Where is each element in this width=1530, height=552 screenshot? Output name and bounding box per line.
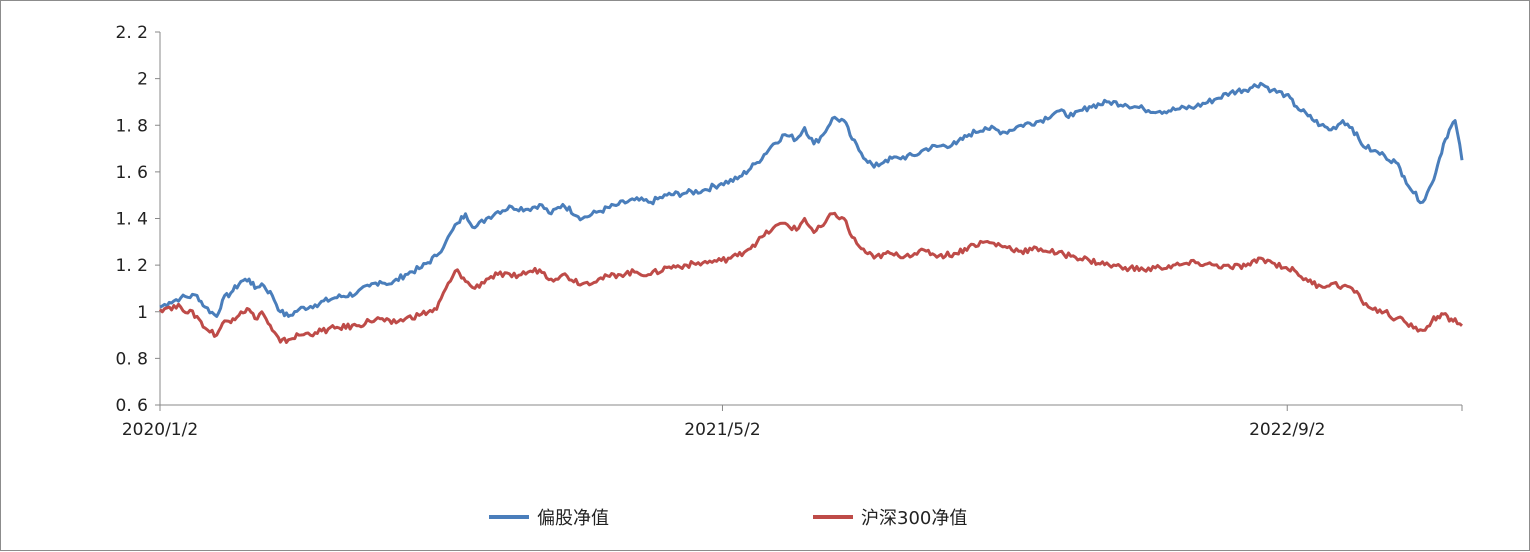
series-line-0 xyxy=(159,81,1464,318)
y-tick-label: 1. 2 xyxy=(116,256,148,276)
legend-label-series-0: 偏股净值 xyxy=(537,508,609,529)
y-tick-label: 2 xyxy=(137,70,148,90)
x-tick-label: 2021/5/2 xyxy=(684,420,760,440)
y-tick-label: 1. 8 xyxy=(116,116,148,136)
y-tick-label: 1 xyxy=(137,303,148,323)
series-line-1 xyxy=(158,211,1463,344)
y-tick-label: 2. 2 xyxy=(116,23,148,43)
x-tick-label: 2022/9/2 xyxy=(1249,420,1325,440)
series-layer xyxy=(158,81,1464,344)
axes: 0. 6 0. 8 1 1. 2 1. 4 1. 6 1. 8 2 2. 2 2020/1/2 20… xyxy=(116,23,1463,440)
y-tick-label: 0. 6 xyxy=(116,396,148,416)
y-tick-label: 1. 6 xyxy=(116,163,148,183)
legend-label-series-1: 沪深300净值 xyxy=(861,508,967,529)
x-tick-label: 2020/1/2 xyxy=(122,420,198,440)
y-tick-label: 1. 4 xyxy=(116,210,148,230)
y-tick-label: 0. 8 xyxy=(116,349,148,369)
legend: 偏股净值 沪深300净值 xyxy=(489,508,967,529)
